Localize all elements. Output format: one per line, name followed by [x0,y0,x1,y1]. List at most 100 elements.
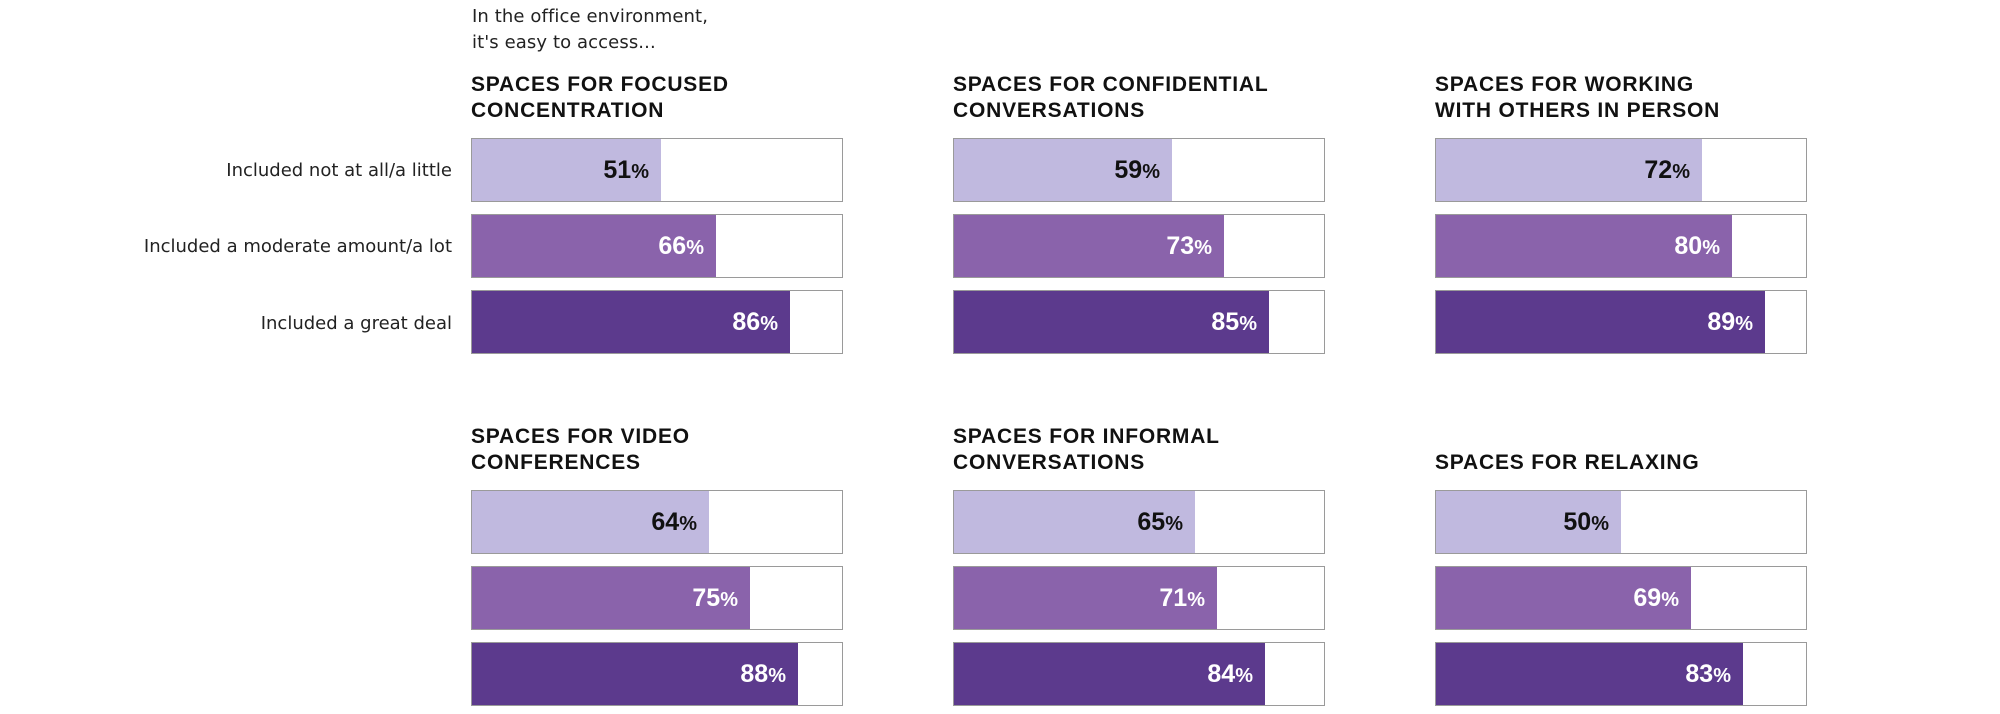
chart-title-line: CONVERSATIONS [953,99,1146,122]
bar-frame: 72% [1435,138,1807,202]
bar-value-number: 51 [603,156,632,184]
chart-title-line: WITH OTHERS IN PERSON [1435,99,1721,122]
bar-value-number: 86 [732,308,761,336]
bar-value-number: 69 [1633,584,1662,612]
bar-moderate [954,567,1217,629]
bar-great-deal [1436,291,1765,353]
bar-moderate [472,567,750,629]
bar-value-unit: % [1187,589,1205,611]
bar-value-number: 85 [1211,308,1240,336]
chart-title: SPACES FOR CONFIDENTIAL CONVERSATIONS [953,72,1325,124]
bar-great-deal [472,291,790,353]
chart-title: SPACES FOR VIDEO CONFERENCES [471,424,843,476]
bar-value-unit: % [1194,237,1212,259]
bar-frame: 71% [953,566,1325,630]
chart-title-line: SPACES FOR WORKING [1435,73,1695,96]
bar-value-number: 80 [1674,232,1703,260]
bar-frame: 73% [953,214,1325,278]
chart-title-line: CONVERSATIONS [953,451,1146,474]
bar-great-deal [954,291,1269,353]
bar-value-unit: % [1239,313,1257,335]
bar-moderate [1436,215,1732,277]
bar-value-label: 86% [472,291,778,353]
bar-frame: 69% [1435,566,1807,630]
bar-not-at-all [1436,491,1621,553]
bar-frame: 84% [953,642,1325,706]
bar-frame: 83% [1435,642,1807,706]
bar-frame: 89% [1435,290,1807,354]
bar-frame: 64% [471,490,843,554]
chart-intro: In the office environment, it's easy to … [472,4,892,56]
bar-value-unit: % [760,313,778,335]
bar-moderate [472,215,716,277]
bar-frame: 51% [471,138,843,202]
intro-line-2: it's easy to access... [472,32,656,53]
bar-value-number: 88 [740,660,769,688]
bar-value-number: 71 [1159,584,1188,612]
bar-value-unit: % [720,589,738,611]
bar-value-label: 89% [1436,291,1753,353]
bar-value-label: 65% [954,491,1183,553]
bar-value-unit: % [768,665,786,687]
bar-value-label: 69% [1436,567,1679,629]
bar-value-label: 50% [1436,491,1609,553]
bar-great-deal [1436,643,1743,705]
chart-title: SPACES FOR INFORMAL CONVERSATIONS [953,424,1325,476]
chart-title-line: SPACES FOR VIDEO [471,425,690,448]
bar-value-label: 72% [1436,139,1690,201]
bar-frame: 88% [471,642,843,706]
bar-value-unit: % [1142,161,1160,183]
bar-value-label: 84% [954,643,1253,705]
bar-value-number: 72 [1644,156,1673,184]
bar-great-deal [472,643,798,705]
bar-frame: 50% [1435,490,1807,554]
chart-title-line: CONFERENCES [471,451,641,474]
bar-value-unit: % [1672,161,1690,183]
bar-value-unit: % [1235,665,1253,687]
bar-not-at-all [472,139,661,201]
bar-frame: 86% [471,290,843,354]
bar-not-at-all [954,491,1195,553]
bar-value-label: 66% [472,215,704,277]
bar-value-unit: % [1735,313,1753,335]
bar-frame: 59% [953,138,1325,202]
bar-value-unit: % [1165,513,1183,535]
bar-value-number: 73 [1166,232,1195,260]
bar-value-label: 64% [472,491,697,553]
bar-frame: 66% [471,214,843,278]
bar-value-label: 83% [1436,643,1731,705]
bar-value-number: 64 [651,508,680,536]
bar-frame: 75% [471,566,843,630]
bar-great-deal [954,643,1265,705]
chart-title-line: SPACES FOR RELAXING [1435,451,1700,474]
bar-value-number: 65 [1137,508,1166,536]
bar-value-number: 50 [1563,508,1592,536]
bar-value-unit: % [1591,513,1609,535]
bar-value-label: 59% [954,139,1160,201]
chart-title: SPACES FOR RELAXING [1435,450,1807,476]
bar-value-unit: % [1661,589,1679,611]
bar-value-label: 80% [1436,215,1720,277]
bar-value-unit: % [631,161,649,183]
bar-value-unit: % [679,513,697,535]
bar-frame: 65% [953,490,1325,554]
chart-title-line: CONCENTRATION [471,99,665,122]
intro-line-1: In the office environment, [472,6,709,27]
bar-value-unit: % [1713,665,1731,687]
bar-value-number: 59 [1114,156,1143,184]
bar-value-number: 84 [1207,660,1236,688]
chart-title: SPACES FOR FOCUSED CONCENTRATION [471,72,843,124]
bar-not-at-all [1436,139,1702,201]
bar-value-unit: % [686,237,704,259]
bar-value-label: 73% [954,215,1212,277]
bar-moderate [954,215,1224,277]
row-label-moderate: Included a moderate amount/a lot [143,236,452,257]
bar-value-label: 85% [954,291,1257,353]
chart-title-line: SPACES FOR FOCUSED [471,73,729,96]
row-label-not-at-all: Included not at all/a little [226,160,452,181]
row-label-great-deal: Included a great deal [260,313,452,334]
bar-not-at-all [472,491,709,553]
bar-frame: 85% [953,290,1325,354]
bar-frame: 80% [1435,214,1807,278]
chart-title: SPACES FOR WORKING WITH OTHERS IN PERSON [1435,72,1807,124]
